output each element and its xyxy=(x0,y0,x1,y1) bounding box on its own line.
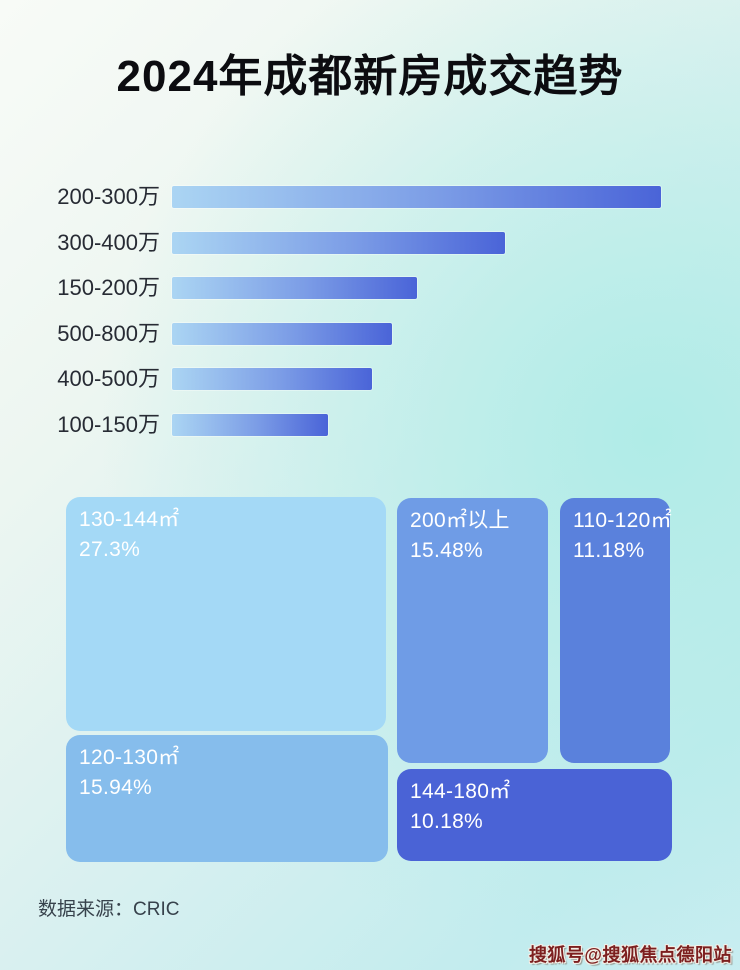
price-bar-chart: 200-300万 300-400万 150-200万 500-800万 400-… xyxy=(0,185,740,437)
bar-300-400 xyxy=(172,231,505,254)
block-percent: 27.3% xyxy=(79,537,141,561)
bar-label: 150-200万 xyxy=(57,275,160,300)
treemap-block-120-130: 120-130㎡ 15.94% xyxy=(66,735,388,862)
block-percent: 15.94% xyxy=(79,775,153,799)
bar-100-150 xyxy=(172,413,328,436)
bar-row: 500-800万 xyxy=(0,320,740,346)
treemap-block-110-120: 110-120㎡ 11.18% xyxy=(560,498,672,763)
bar-row: 400-500万 xyxy=(0,367,740,391)
treemap-block-144-180: 144-180㎡ 10.18% xyxy=(397,769,672,861)
block-label: 110-120㎡ xyxy=(573,509,672,532)
bar-label: 500-800万 xyxy=(57,320,160,346)
treemap-block-130-144: 130-144㎡ 27.3% xyxy=(66,497,386,731)
page-title: 2024年成都新房成交趋势 xyxy=(116,52,624,101)
bar-500-800 xyxy=(172,322,392,345)
block-percent: 10.18% xyxy=(410,809,484,833)
bar-row: 100-150万 xyxy=(0,411,740,437)
bar-row: 200-300万 xyxy=(0,185,740,209)
bar-400-500 xyxy=(172,368,372,390)
block-label: 144-180㎡ xyxy=(410,780,511,803)
block-percent: 11.18% xyxy=(573,538,645,562)
bar-200-300 xyxy=(172,186,661,208)
block-label: 120-130㎡ xyxy=(79,746,180,769)
block-percent: 15.48% xyxy=(410,538,484,562)
data-source-label: 数据来源：CRIC xyxy=(38,899,180,920)
bar-row: 300-400万 xyxy=(0,229,740,255)
bar-label: 300-400万 xyxy=(57,229,160,255)
bar-row: 150-200万 xyxy=(0,276,740,300)
bar-label: 400-500万 xyxy=(57,366,160,391)
bar-150-200 xyxy=(172,277,417,299)
block-label: 200㎡以上 xyxy=(410,509,510,532)
bar-label: 200-300万 xyxy=(57,184,160,209)
watermark-text: 搜狐号@搜狐焦点德阳站 xyxy=(528,945,732,965)
bar-label: 100-150万 xyxy=(57,411,160,437)
treemap-block-200-plus: 200㎡以上 15.48% xyxy=(397,498,548,763)
block-label: 130-144㎡ xyxy=(79,508,180,531)
